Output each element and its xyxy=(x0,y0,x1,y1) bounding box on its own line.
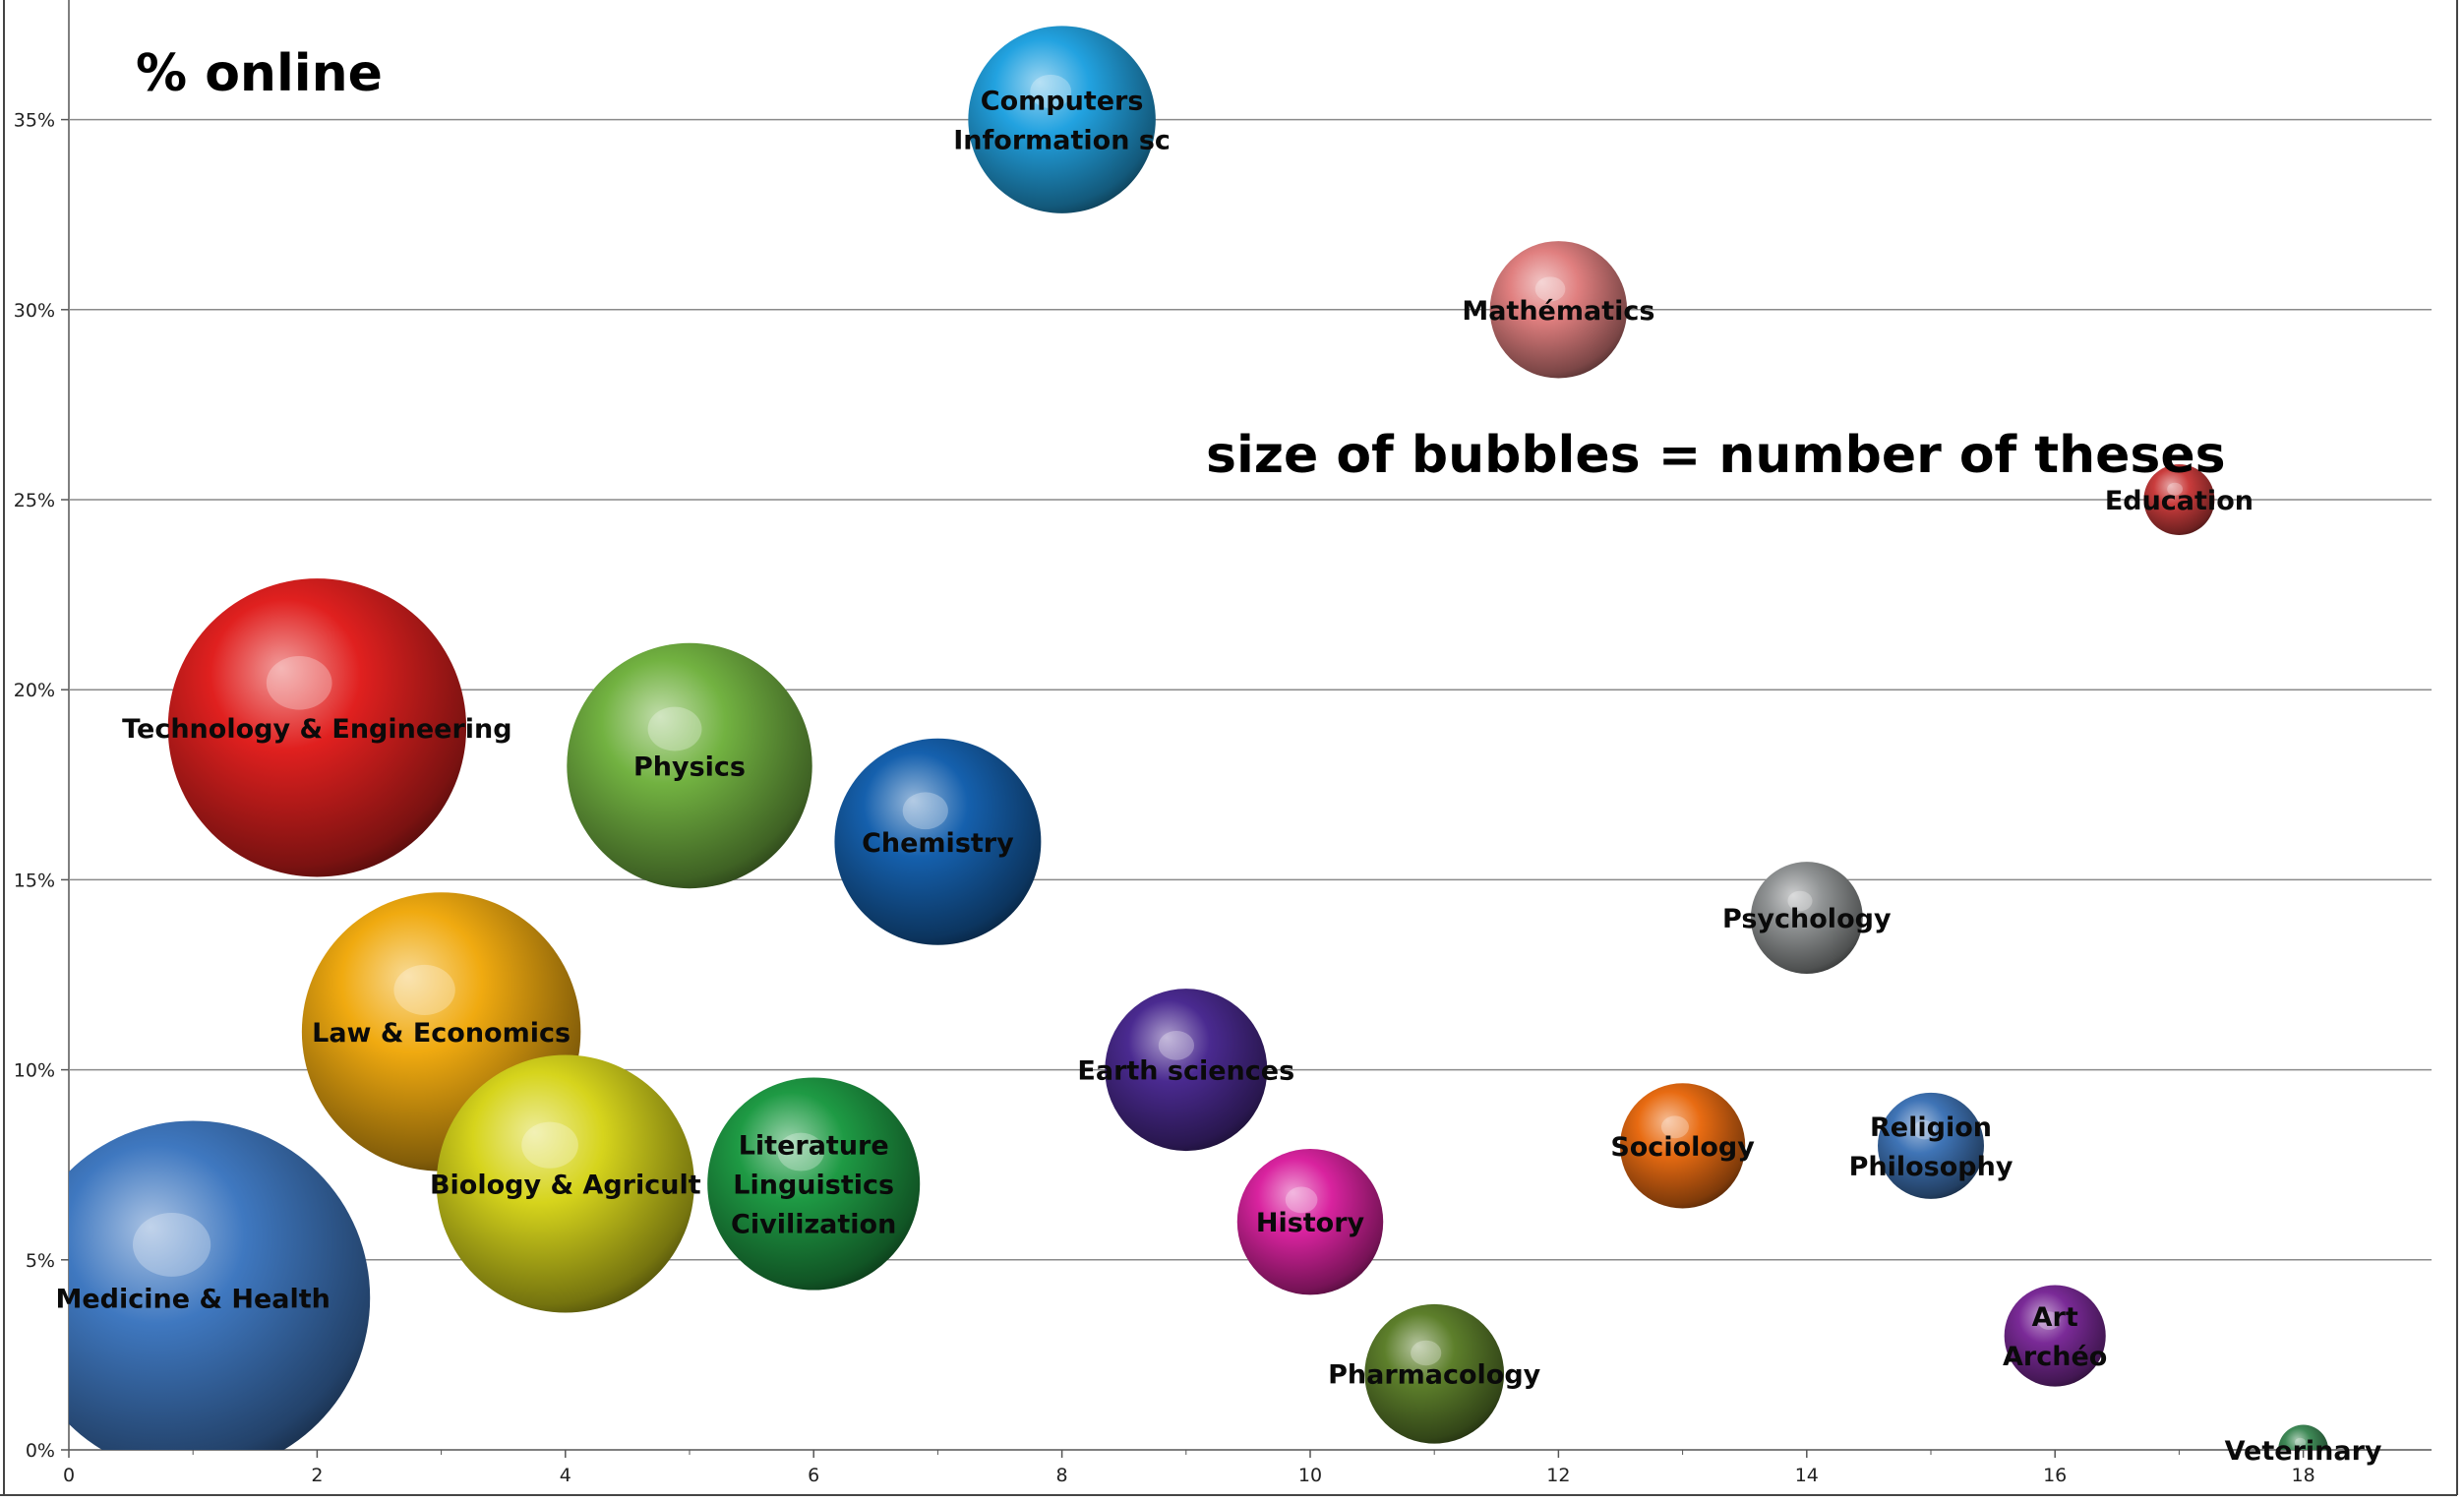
bubble-label: Medicine & Health xyxy=(55,1284,330,1314)
x-tick-label: 4 xyxy=(560,1465,571,1486)
bubble-label: Technology & Engineering xyxy=(122,714,511,745)
bubble-highlight xyxy=(1158,1031,1195,1060)
bubble-size-note: size of bubbles = number of theses xyxy=(1206,426,2226,485)
bubble-label: Physics xyxy=(633,751,746,782)
y-tick-label: 0% xyxy=(26,1440,55,1462)
bubble-highlight xyxy=(1787,890,1813,912)
bubble-highlight xyxy=(777,1132,824,1172)
bubble-highlight xyxy=(521,1121,578,1169)
bubble-psychology xyxy=(1750,862,1863,974)
bubble-highlight xyxy=(2037,1311,2061,1330)
x-tick-label: 10 xyxy=(1298,1465,1322,1486)
bubble-earth-sciences xyxy=(1105,989,1268,1152)
bubble-highlight xyxy=(1411,1340,1442,1366)
bubble-label: Computers xyxy=(981,87,1144,117)
x-tick-label: 18 xyxy=(2292,1465,2315,1486)
bubble-label: Law & Economics xyxy=(312,1018,571,1049)
y-tick-label: 15% xyxy=(14,870,55,891)
x-tick-label: 6 xyxy=(808,1465,819,1486)
bubble-label: Philosophy xyxy=(1849,1152,2013,1182)
bubble-sociology xyxy=(1619,1083,1746,1209)
x-tick-label: 0 xyxy=(63,1465,75,1486)
bubble-pharmacology xyxy=(1364,1303,1505,1444)
y-tick-label: 25% xyxy=(14,490,55,511)
bubble-label: Psychology xyxy=(1722,904,1892,934)
bubble-technology-engineering xyxy=(167,578,467,877)
bubble-religion-philosophy xyxy=(1878,1092,1984,1199)
bubble-highlight xyxy=(1534,276,1566,302)
chart-title: % online xyxy=(136,44,383,103)
bubble-label: Biology & Agricult xyxy=(430,1171,701,1201)
bubble-highlight xyxy=(1912,1119,1937,1140)
bubble-highlight xyxy=(1030,74,1072,109)
bubble-label: History xyxy=(1256,1208,1365,1238)
bubble-history xyxy=(1236,1148,1384,1295)
bubble-highlight xyxy=(393,964,455,1015)
bubble-label: Mathématics xyxy=(1462,296,1654,327)
bubble-label: Religion xyxy=(1870,1112,1992,1143)
bubble-chemistry xyxy=(834,738,1042,945)
bubble-label: Art xyxy=(2032,1302,2078,1333)
bubble-literature-linguistics-civilization xyxy=(707,1077,921,1291)
bubble-labels: Medicine & Health Technology & Engineerin… xyxy=(55,87,2381,1467)
bubble-label: Information sc xyxy=(953,126,1171,156)
x-tick-label: 16 xyxy=(2043,1465,2067,1486)
bubble-highlight xyxy=(647,706,702,751)
bubble-highlight xyxy=(1660,1115,1689,1139)
bubble-highlight xyxy=(133,1213,211,1277)
bubble-highlight xyxy=(2167,482,2184,496)
y-axis-ticks: 0% 5% 10% 15% 20% 25% 30% 35% xyxy=(14,110,69,1462)
bubble-computers-information-sc xyxy=(968,26,1156,213)
y-tick-label: 30% xyxy=(14,300,55,322)
bubble-label: Education xyxy=(2105,486,2254,516)
x-tick-label: 14 xyxy=(1795,1465,1819,1486)
bubble-highlight xyxy=(2294,1437,2307,1447)
bubble-label: Archéo xyxy=(2003,1342,2107,1372)
bubble-medicine-health xyxy=(69,1120,371,1450)
bubble-label: Civilization xyxy=(731,1210,896,1240)
x-axis-ticks: 0 2 4 6 8 10 12 14 16 18 xyxy=(63,1450,2315,1486)
bubble-education xyxy=(2143,464,2215,535)
bubble-highlight xyxy=(902,792,948,830)
bubble-label: Linguistics xyxy=(733,1171,894,1201)
bubble-label: Earth sciences xyxy=(1077,1056,1294,1087)
bubble-label: Sociology xyxy=(1610,1132,1755,1163)
y-tick-label: 10% xyxy=(14,1060,55,1082)
bubbles-layer xyxy=(69,26,2329,1450)
y-tick-label: 5% xyxy=(26,1250,55,1272)
bubble-label: Chemistry xyxy=(862,828,1014,859)
bubble-label: Veterinary xyxy=(2225,1436,2382,1467)
bubble-label: Pharmacology xyxy=(1328,1360,1541,1391)
x-tick-label: 12 xyxy=(1546,1465,1570,1486)
x-tick-label: 8 xyxy=(1056,1465,1068,1486)
y-tick-label: 35% xyxy=(14,110,55,132)
x-tick-label: 2 xyxy=(311,1465,323,1486)
y-tick-label: 20% xyxy=(14,680,55,701)
bubble-biology-agricult xyxy=(436,1054,694,1313)
bubble-label: Literature xyxy=(739,1131,889,1162)
bubble-art-arch-o xyxy=(2004,1285,2106,1387)
bubble-highlight xyxy=(1285,1186,1318,1214)
bubble-highlight xyxy=(266,656,332,710)
bubble-physics xyxy=(567,642,812,889)
bubble-veterinary xyxy=(2278,1424,2329,1450)
bubble-math-matics xyxy=(1489,241,1628,379)
